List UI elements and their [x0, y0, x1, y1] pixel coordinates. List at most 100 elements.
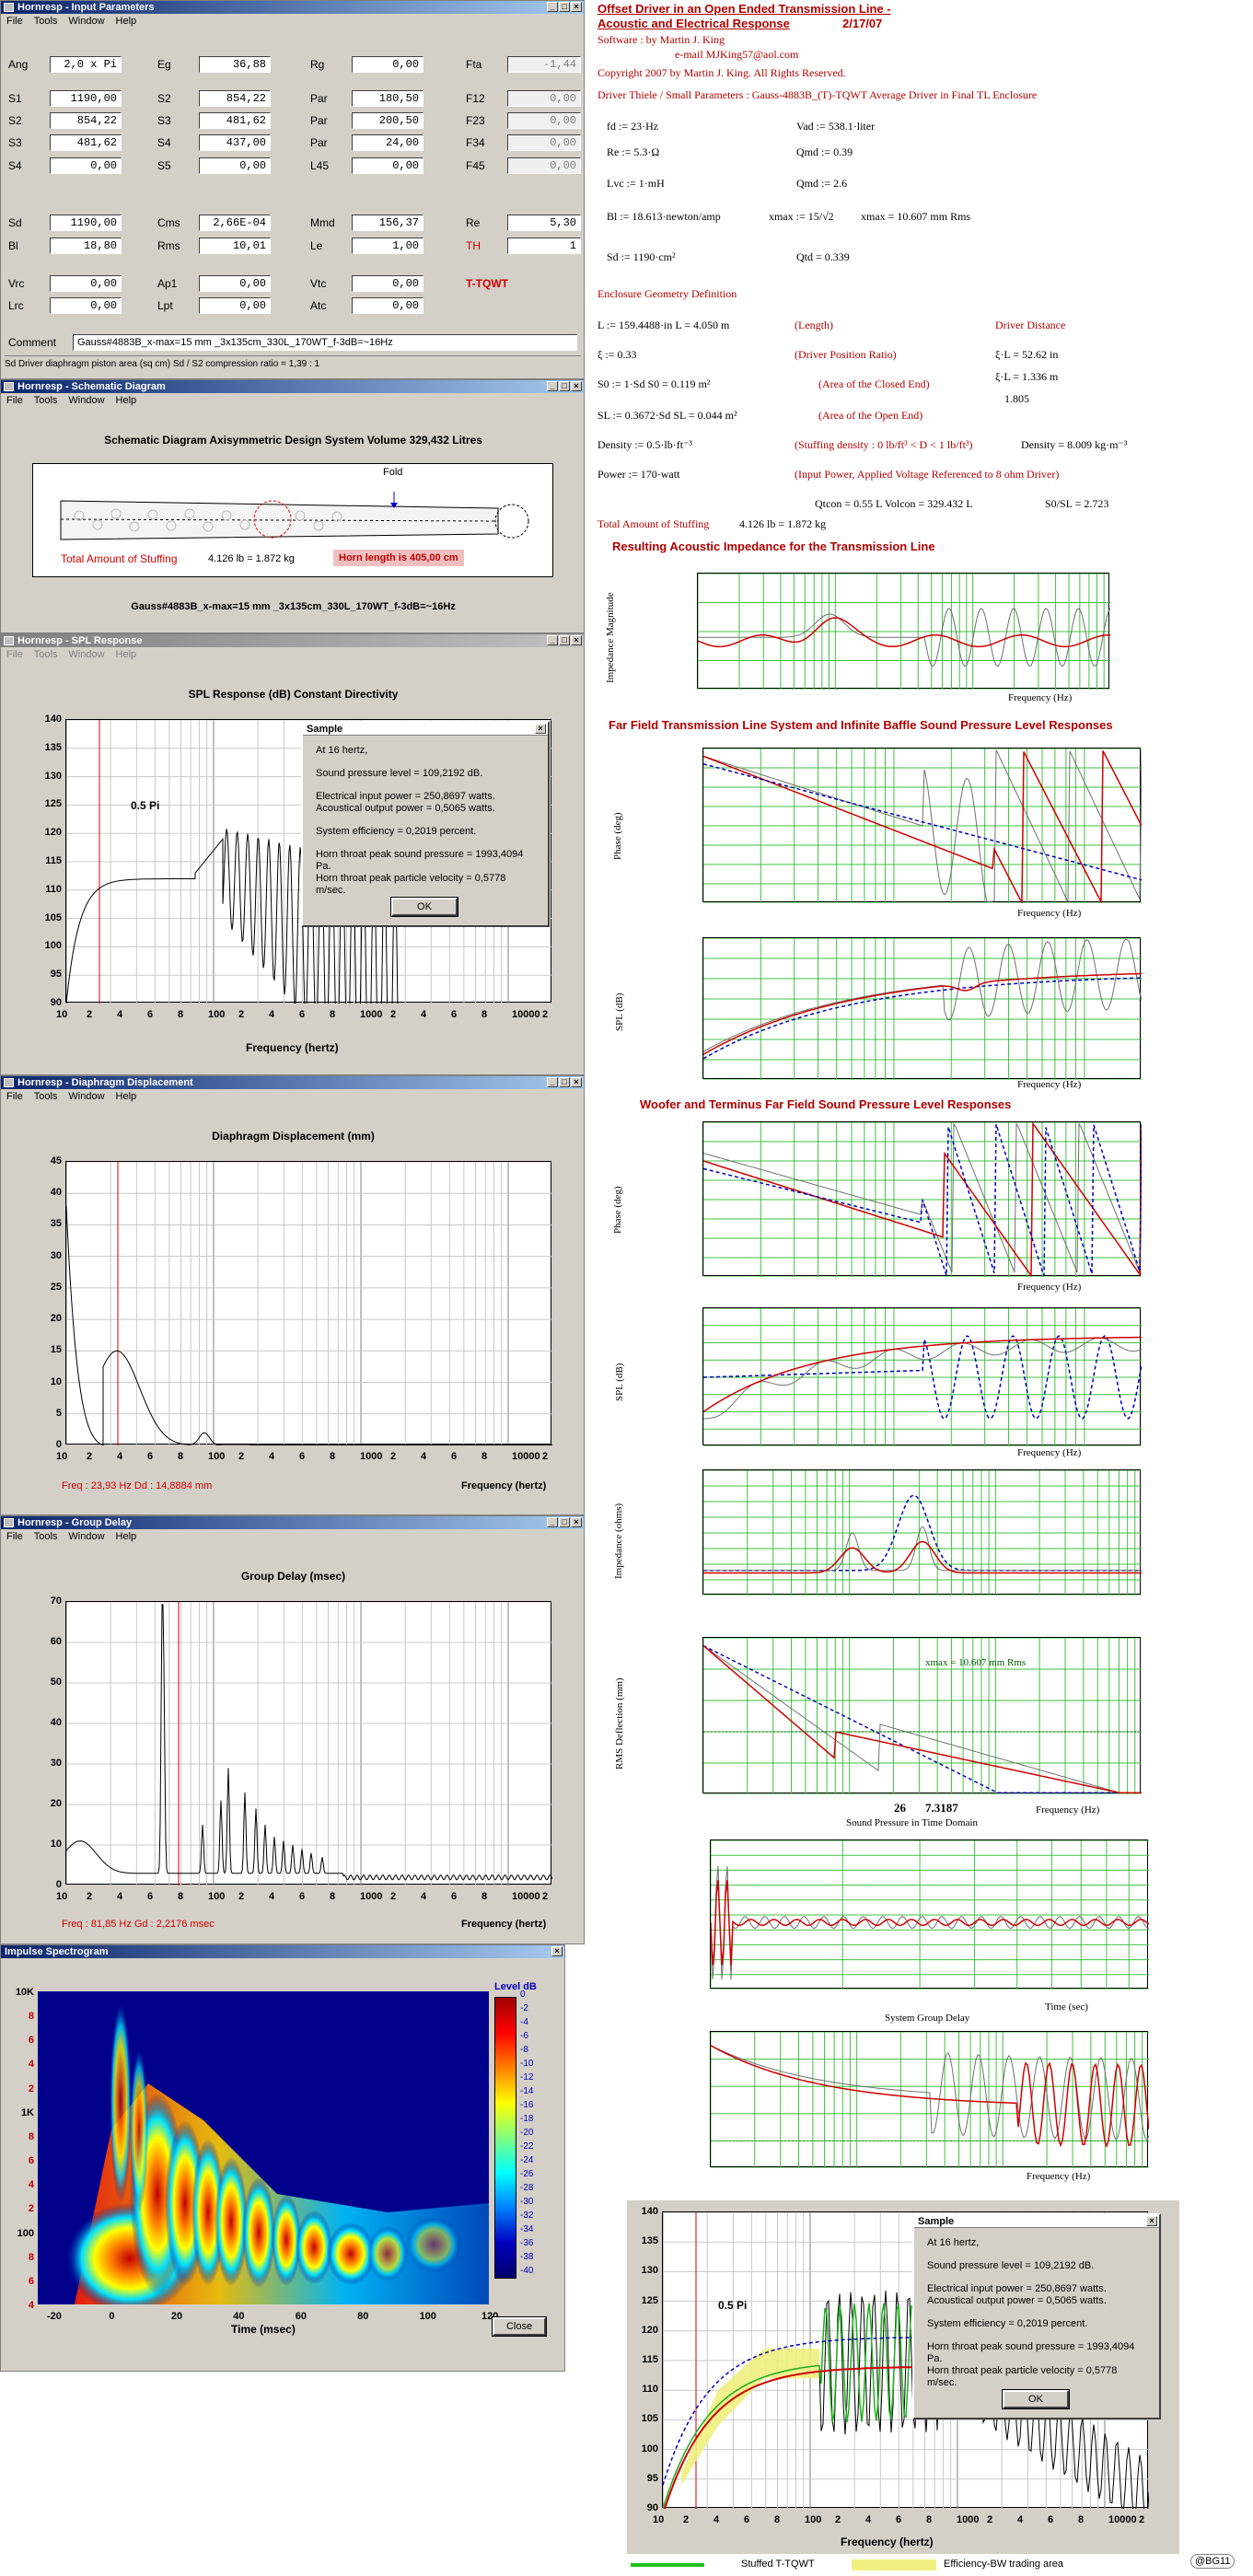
param-value-field[interactable]: 0,00 — [507, 90, 581, 107]
close-button[interactable]: × — [571, 1077, 582, 1087]
param-value-field[interactable]: 1190,00 — [50, 215, 122, 231]
param-value-field[interactable]: 10,01 — [199, 238, 271, 254]
worksheet-title: Offset Driver in an Open Ended Transmiss… — [597, 2, 891, 16]
maximize-button[interactable]: □ — [559, 1077, 570, 1087]
menu-help[interactable]: Help — [115, 1091, 137, 1102]
close-button[interactable]: × — [535, 724, 546, 734]
param-value-field[interactable]: 1 — [507, 238, 581, 254]
param-value-field[interactable]: 481,62 — [50, 134, 122, 151]
menu-window[interactable]: Window — [68, 649, 105, 660]
x-tick-label: 8 — [330, 1009, 336, 1020]
displacement-titlebar[interactable]: Hornresp - Diaphragm Displacement _ □ × — [1, 1076, 584, 1089]
comment-field[interactable]: Gauss#4883B_x-max=15 mm _3x135cm_330L_17… — [73, 334, 577, 351]
param-value-field[interactable]: 156,37 — [352, 215, 423, 231]
param-value-field[interactable]: 0,00 — [50, 275, 122, 292]
minimize-button[interactable]: _ — [547, 2, 558, 12]
param-value-field[interactable]: 2,66E-04 — [199, 215, 271, 231]
maximize-button[interactable]: □ — [559, 1517, 570, 1527]
menu-file[interactable]: File — [6, 16, 23, 27]
param-value-field[interactable]: 180,50 — [352, 90, 423, 107]
ok-button[interactable]: OK — [1002, 2389, 1070, 2409]
menu-file[interactable]: File — [6, 1531, 23, 1542]
level-tick-label: -38 — [520, 2252, 534, 2262]
maximize-button[interactable]: □ — [559, 381, 570, 391]
spectrogram-close-button[interactable]: Close — [492, 2316, 547, 2337]
param-value-field[interactable]: 200,50 — [352, 112, 423, 129]
param-value-field[interactable]: -1,44 — [507, 56, 581, 73]
menu-window[interactable]: Window — [68, 16, 105, 27]
minimize-button[interactable]: _ — [547, 635, 558, 645]
param-value-field[interactable]: 854,22 — [199, 90, 271, 107]
param-value-field[interactable]: 1,00 — [352, 238, 423, 254]
param-value-field[interactable]: 0,00 — [352, 297, 423, 314]
param-value-field[interactable]: 0,00 — [50, 297, 122, 314]
param-value-field[interactable]: 0,00 — [199, 157, 271, 174]
x-tick-label: 6 — [896, 2514, 902, 2525]
close-button[interactable]: × — [571, 1517, 582, 1527]
menu-file[interactable]: File — [6, 1091, 23, 1102]
spl-titlebar[interactable]: Hornresp - SPL Response _ □ × — [1, 634, 584, 647]
param-value-field[interactable]: 5,30 — [507, 215, 581, 231]
menu-tools[interactable]: Tools — [33, 16, 58, 27]
minimize-button[interactable]: _ — [547, 1077, 558, 1087]
y-tick-label: 40 — [50, 1187, 62, 1199]
menu-window[interactable]: Window — [68, 1091, 105, 1102]
dialog-line: System efficiency = 0,2019 percent. — [927, 2318, 1088, 2329]
menu-help[interactable]: Help — [115, 649, 137, 660]
param-value-field[interactable]: 481,62 — [199, 112, 271, 129]
menu-window[interactable]: Window — [68, 1531, 105, 1542]
param-value-field[interactable]: 24,00 — [352, 134, 423, 151]
menu-help[interactable]: Help — [115, 395, 137, 406]
param-value-field[interactable]: 0,00 — [352, 275, 423, 292]
param-value-field[interactable]: 1190,00 — [50, 90, 122, 107]
close-button[interactable]: × — [571, 635, 582, 645]
param-value-field[interactable]: 18,80 — [50, 238, 122, 254]
schematic-titlebar[interactable]: Hornresp - Schematic Diagram _ □ × — [1, 380, 584, 393]
param-value-field[interactable]: 0,00 — [352, 157, 423, 174]
dialog-line: Horn throat peak particle velocity = 0,5… — [927, 2365, 1118, 2388]
group-delay-titlebar[interactable]: Hornresp - Group Delay _ □ × — [1, 1516, 584, 1529]
close-button[interactable]: × — [1146, 2216, 1157, 2226]
param-value-field[interactable]: 36,88 — [199, 56, 271, 73]
ok-button[interactable]: OK — [390, 897, 458, 917]
email-line[interactable]: e-mail MJKing57@aol.com — [675, 48, 799, 61]
dialog-titlebar[interactable]: Sample × — [914, 2215, 1159, 2228]
param-value-field[interactable]: 437,00 — [199, 134, 271, 151]
close-button[interactable]: × — [571, 381, 582, 391]
enclosure-heading: Enclosure Geometry Definition — [597, 287, 737, 300]
param-value-field[interactable]: 0,00 — [199, 297, 271, 314]
menu-help[interactable]: Help — [115, 1531, 137, 1542]
maximize-button[interactable]: □ — [559, 2, 570, 12]
param-value-field[interactable]: 0,00 — [199, 275, 271, 292]
close-button[interactable]: × — [571, 2, 582, 12]
param-value-field[interactable]: 2,0 x Pi — [50, 56, 122, 73]
minimize-button[interactable]: _ — [547, 381, 558, 391]
menu-help[interactable]: Help — [115, 16, 137, 27]
spl-comparison-panel: 0.5 Pi Sample × At 16 hertz, Sound press… — [627, 2200, 1179, 2554]
close-button[interactable]: × — [551, 1946, 563, 1956]
menu-window[interactable]: Window — [68, 395, 105, 406]
dialog-titlebar[interactable]: Sample × — [303, 723, 548, 736]
x-tick-label: 2 — [238, 1451, 245, 1462]
level-tick-label: -10 — [520, 2059, 534, 2069]
menu-file[interactable]: File — [6, 649, 23, 660]
menu-tools[interactable]: Tools — [33, 1091, 58, 1102]
param-value-field[interactable]: 854,22 — [50, 112, 122, 129]
spectrogram-titlebar[interactable]: Impulse Spectrogram × — [1, 1945, 564, 1958]
param-value-field[interactable]: 0,00 — [507, 112, 581, 129]
param-value-field[interactable]: 0,00 — [50, 157, 122, 174]
param-label: Vrc — [8, 277, 25, 290]
dialog-line: Horn throat peak sound pressure = 1993,4… — [927, 2341, 1135, 2364]
menu-tools[interactable]: Tools — [33, 1531, 58, 1542]
param-value-field[interactable]: 0,00 — [507, 134, 581, 151]
maximize-button[interactable]: □ — [559, 635, 570, 645]
woofer-spl-plot — [702, 1307, 1142, 1446]
menu-tools[interactable]: Tools — [33, 649, 58, 660]
menu-tools[interactable]: Tools — [33, 395, 58, 406]
param-value-field[interactable]: 0,00 — [507, 157, 581, 174]
param-value-field[interactable]: 0,00 — [352, 56, 423, 73]
menu-file[interactable]: File — [6, 395, 23, 406]
worksheet-subtitle: Acoustic and Electrical Response — [597, 17, 790, 30]
input-parameters-titlebar[interactable]: Hornresp - Input Parameters _ □ × — [1, 1, 584, 14]
minimize-button[interactable]: _ — [547, 1517, 558, 1527]
